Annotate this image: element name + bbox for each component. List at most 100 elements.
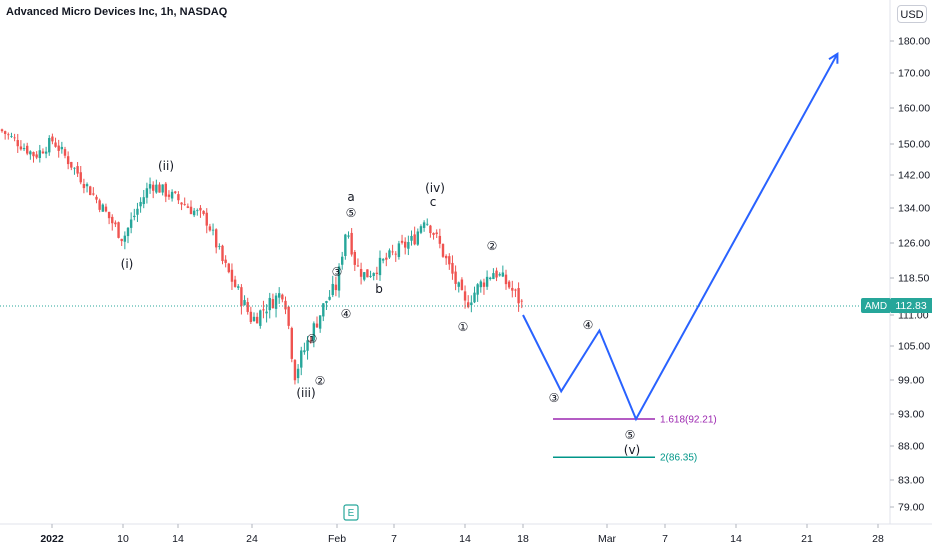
- candle-body: [136, 208, 139, 215]
- candle-body: [495, 270, 498, 278]
- candle-body: [240, 287, 243, 306]
- candle-body: [63, 149, 67, 156]
- candle-body: [29, 151, 32, 155]
- candle-body: [199, 207, 202, 211]
- candle-body: [114, 222, 117, 225]
- candle-body: [492, 273, 495, 280]
- candle-body: [158, 184, 161, 193]
- candle-body: [170, 191, 174, 199]
- candle-body: [520, 300, 523, 302]
- candle-body: [85, 184, 89, 187]
- x-tick-label: 28: [872, 533, 884, 545]
- candle-body: [325, 300, 328, 304]
- candle-body: [463, 291, 467, 301]
- candle-body: [309, 340, 312, 342]
- candle-body: [10, 135, 13, 137]
- currency-button[interactable]: USD: [897, 5, 927, 23]
- candle-body: [129, 219, 133, 228]
- candle-body: [413, 234, 416, 245]
- y-tick-label: 170.00: [898, 68, 930, 80]
- candle-body: [388, 250, 391, 258]
- y-tick-label: 105.00: [898, 341, 930, 353]
- candle-body: [98, 200, 101, 210]
- candle-body: [407, 242, 410, 249]
- price-tag: AMD 112.83: [861, 298, 932, 313]
- projection-path: [522, 53, 839, 422]
- candle-body: [356, 265, 360, 267]
- candle-body: [16, 140, 19, 147]
- x-tick-label: Mar: [598, 533, 617, 545]
- wave-label: ③: [332, 265, 343, 279]
- y-tick-label: 83.00: [898, 475, 924, 487]
- candle-body: [259, 310, 262, 326]
- candle-body: [54, 142, 57, 147]
- candle-body: [265, 311, 268, 314]
- candle-body: [120, 238, 123, 242]
- wave-label: ④: [583, 318, 594, 332]
- price-scale[interactable]: 180.00 170.00 160.00 150.00 142.00 134.00 126.…: [890, 36, 930, 514]
- candle-body: [441, 243, 445, 257]
- fib-level-label: 2(86.35): [660, 453, 697, 464]
- candle-body: [148, 184, 152, 189]
- candle-body: [218, 246, 221, 247]
- candle-body: [233, 279, 237, 287]
- candle-body: [26, 145, 29, 154]
- candle-body: [186, 206, 190, 208]
- candle-body: [457, 282, 460, 287]
- candle-body: [202, 210, 205, 214]
- candle-body: [517, 288, 520, 304]
- candle-body: [287, 306, 290, 326]
- candle-body: [89, 186, 92, 196]
- earnings-marker[interactable]: E: [343, 504, 359, 521]
- wave-label: (iv): [425, 181, 445, 195]
- wave-label: ②: [315, 374, 326, 388]
- candle-body: [249, 311, 253, 323]
- candle-body: [511, 287, 514, 291]
- candle-body: [13, 137, 16, 139]
- candle-body: [328, 296, 331, 300]
- y-tick-label: 150.00: [898, 139, 930, 151]
- candle-body: [378, 257, 382, 276]
- candle-body: [0, 129, 4, 132]
- candle-body: [205, 212, 208, 226]
- candle-body: [139, 201, 142, 207]
- time-scale[interactable]: 2022 10 14 24 Feb 7 14 18 Mar 7 14 21 28: [40, 524, 884, 545]
- candles: [0, 128, 523, 385]
- candle-body: [117, 222, 120, 238]
- candle-body: [246, 302, 249, 312]
- x-tick-label: 2022: [40, 533, 64, 545]
- price-tag-value: 112.83: [895, 300, 926, 312]
- candle-body: [38, 150, 41, 158]
- candle-body: [303, 350, 306, 353]
- y-tick-label: 93.00: [898, 409, 924, 421]
- candle-body: [284, 300, 287, 310]
- candle-body: [73, 167, 76, 169]
- candle-body: [290, 328, 293, 359]
- wave-label: (ii): [158, 159, 174, 173]
- candle-body: [296, 368, 300, 379]
- candle-body: [391, 251, 394, 253]
- candle-body: [489, 277, 492, 280]
- candle-body: [372, 273, 375, 277]
- y-tick-label: 180.00: [898, 36, 930, 48]
- candle-body: [79, 172, 82, 183]
- candle-body: [167, 194, 171, 197]
- candle-body: [255, 316, 259, 324]
- earnings-marker-label: E: [348, 508, 355, 519]
- candle-body: [268, 297, 271, 311]
- candle-body: [243, 300, 246, 306]
- chart-title: Advanced Micro Devices Inc, 1h, NASDAQ: [6, 6, 228, 18]
- candle-body: [312, 323, 316, 341]
- candle-body: [479, 281, 482, 288]
- candle-body: [164, 183, 167, 197]
- candle-body: [416, 231, 419, 245]
- candle-body: [429, 225, 432, 234]
- candle-body: [174, 191, 177, 193]
- candle-body: [107, 211, 111, 219]
- candle-body: [95, 196, 98, 200]
- candle-body: [161, 184, 164, 193]
- candle-body: [353, 251, 356, 265]
- candle-body: [400, 240, 404, 243]
- candle-body: [359, 268, 363, 277]
